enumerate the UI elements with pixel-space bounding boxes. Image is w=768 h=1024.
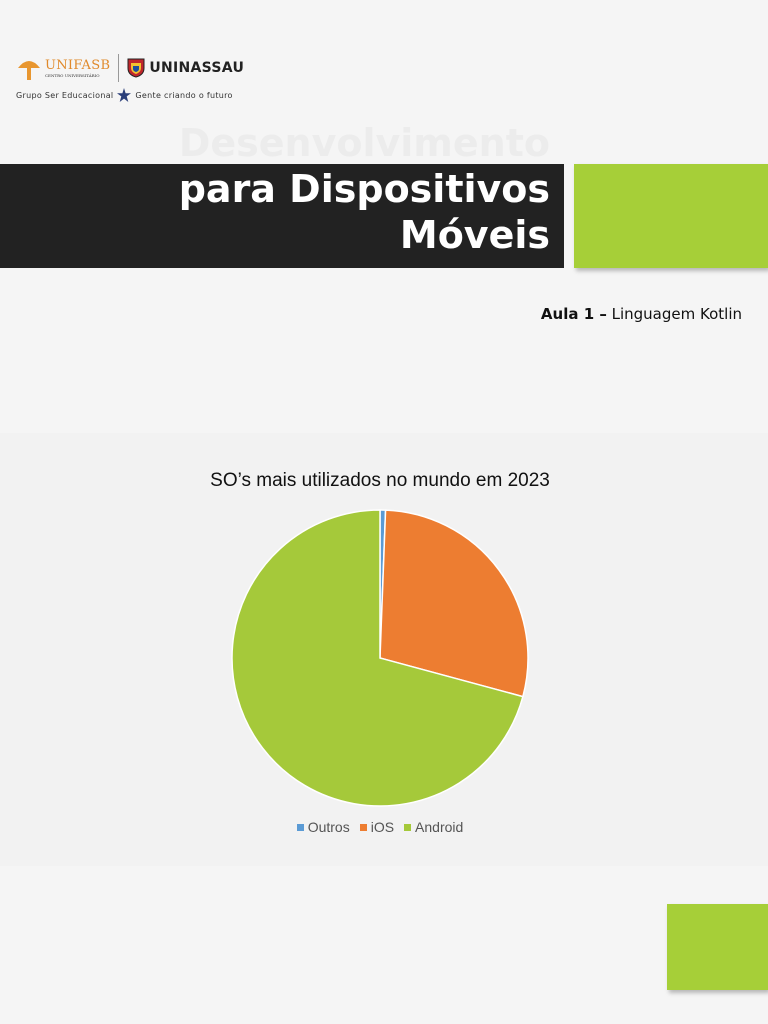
unifasb-subtitle: CENTRO UNIVERSITÁRIO [45,72,100,78]
slide-subtitle: Aula 1 – Linguagem Kotlin [541,305,742,323]
slide-title: Desenvolvimento para Dispositivos Móveis [0,120,550,258]
legend-swatch [359,823,367,831]
pie-slice-ios [379,509,529,698]
star-icon [117,88,132,102]
logo-row: UNIFASB CENTRO UNIVERSITÁRIO UNINASSAU [16,52,266,84]
pie-slice-android [231,509,524,807]
title-bar [0,164,564,268]
title-line-1: Desenvolvimento [178,121,550,165]
unifasb-logo-icon [18,61,40,80]
legend-item-android: Android [404,819,463,835]
unifasb-logo: UNIFASB CENTRO UNIVERSITÁRIO [45,57,111,78]
legend-label: Android [415,819,464,835]
chart-legend: Outros iOS Android [0,819,760,835]
uninassau-name: UNINASSAU [149,60,245,76]
legend-swatch [404,823,412,831]
uninassau-shield-icon [127,58,145,78]
accent-block-bottom [667,904,768,990]
pie-chart [231,509,529,807]
tagline-group: Grupo Ser Educacional [16,90,114,100]
chart-title: SO’s mais utilizados no mundo em 2023 [210,470,550,491]
legend-item-ios: iOS [359,819,395,835]
legend-item-outros: Outros [296,819,350,835]
logo-divider [118,54,120,82]
logo-area: UNIFASB CENTRO UNIVERSITÁRIO UNINASSAU G… [16,52,266,104]
unifasb-name: UNIFASB [45,57,111,73]
subtitle-bold: Aula 1 – [540,305,607,323]
subtitle-text: Linguagem Kotlin [606,305,742,323]
title-line-3: Móveis [399,213,550,257]
legend-swatch [296,823,304,831]
legend-label: Outros [307,819,350,835]
legend-label: iOS [370,819,395,835]
accent-block-top [574,164,768,268]
tagline-row: Grupo Ser Educacional Gente criando o fu… [16,88,266,102]
tagline-motto: Gente criando o futuro [135,90,233,100]
title-line-2: para Dispositivos [178,167,550,211]
